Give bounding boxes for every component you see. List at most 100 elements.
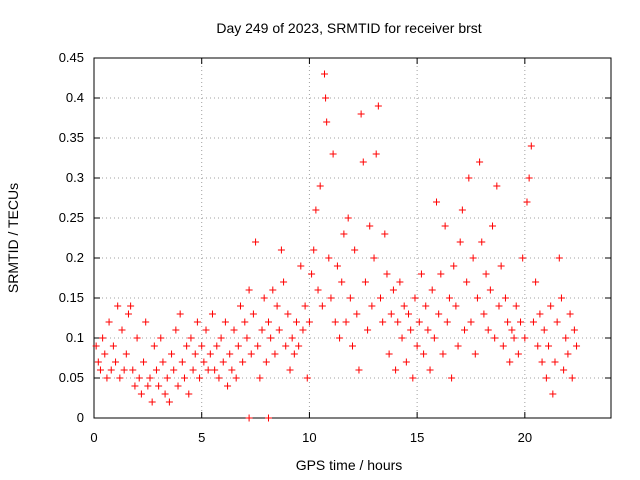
data-point <box>204 366 212 374</box>
data-point <box>165 398 173 406</box>
data-point <box>211 366 219 374</box>
data-point <box>290 350 298 358</box>
data-point <box>312 206 320 214</box>
data-point <box>280 278 288 286</box>
data-point <box>269 286 277 294</box>
data-point <box>282 342 290 350</box>
data-point <box>549 390 557 398</box>
data-point <box>127 302 135 310</box>
data-point <box>185 390 193 398</box>
data-point <box>359 158 367 166</box>
data-point <box>258 326 266 334</box>
data-point <box>178 358 186 366</box>
data-point <box>331 318 339 326</box>
y-tick-labels: 0 0.05 0.1 0.15 0.2 0.25 0.3 0.35 0.4 0.45 <box>59 50 84 425</box>
data-point <box>495 302 503 310</box>
data-point <box>193 318 201 326</box>
data-point <box>118 326 126 334</box>
data-point <box>346 294 354 302</box>
data-point <box>308 270 316 278</box>
y-tick-label: 0.4 <box>66 90 84 105</box>
data-point <box>275 326 283 334</box>
data-point <box>480 310 488 318</box>
data-point <box>336 334 344 342</box>
data-point <box>353 310 361 318</box>
data-point <box>116 374 124 382</box>
data-point <box>463 278 471 286</box>
data-point <box>545 342 553 350</box>
data-point <box>398 334 406 342</box>
data-point <box>508 326 516 334</box>
x-axis-label: GPS time / hours <box>296 457 403 473</box>
data-point <box>476 158 484 166</box>
data-point <box>159 358 167 366</box>
data-point <box>441 222 449 230</box>
data-points <box>92 70 581 422</box>
data-point <box>215 374 223 382</box>
data-point <box>478 238 486 246</box>
data-point <box>465 174 473 182</box>
data-point <box>295 342 303 350</box>
data-point <box>448 374 456 382</box>
x-tick-label: 5 <box>198 430 205 445</box>
data-point <box>527 142 535 150</box>
data-point <box>114 302 122 310</box>
data-point <box>267 334 275 342</box>
data-point <box>540 326 548 334</box>
data-point <box>523 198 531 206</box>
data-point <box>133 334 141 342</box>
data-point <box>532 278 540 286</box>
data-point <box>314 286 322 294</box>
data-point <box>148 398 156 406</box>
data-point <box>417 270 425 278</box>
data-point <box>168 350 176 358</box>
data-point <box>316 182 324 190</box>
data-point <box>310 246 318 254</box>
data-point <box>437 270 445 278</box>
data-point <box>557 294 565 302</box>
data-point <box>389 286 397 294</box>
data-point <box>144 382 152 390</box>
data-point <box>135 374 143 382</box>
data-point <box>146 374 154 382</box>
data-point <box>322 94 330 102</box>
data-point <box>260 294 268 302</box>
data-point <box>361 278 369 286</box>
data-point <box>284 310 292 318</box>
data-point <box>297 262 305 270</box>
data-point <box>381 230 389 238</box>
data-point <box>566 310 574 318</box>
data-point <box>131 382 139 390</box>
data-point <box>208 310 216 318</box>
data-point <box>256 374 264 382</box>
data-point <box>196 374 204 382</box>
data-point <box>519 254 527 262</box>
data-point <box>525 174 533 182</box>
grid-lines <box>94 58 611 418</box>
data-point <box>342 318 350 326</box>
x-tick-label: 10 <box>302 430 316 445</box>
x-tick-label: 20 <box>518 430 532 445</box>
data-point <box>501 294 509 302</box>
data-point <box>379 318 387 326</box>
data-point <box>357 110 365 118</box>
data-point <box>452 302 460 310</box>
data-point <box>172 326 180 334</box>
data-point <box>564 350 572 358</box>
x-tick-label: 0 <box>90 430 97 445</box>
data-point <box>228 366 236 374</box>
data-point <box>286 366 294 374</box>
data-point <box>433 198 441 206</box>
data-point <box>137 390 145 398</box>
data-point <box>262 358 270 366</box>
data-point <box>264 414 272 422</box>
y-axis-label: SRMTID / TECUs <box>5 183 21 293</box>
data-point <box>547 302 555 310</box>
data-point <box>157 334 165 342</box>
data-point <box>247 350 255 358</box>
data-point <box>555 254 563 262</box>
x-tick-labels: 0 5 10 15 20 <box>90 430 532 445</box>
data-point <box>430 334 438 342</box>
data-point <box>142 318 150 326</box>
